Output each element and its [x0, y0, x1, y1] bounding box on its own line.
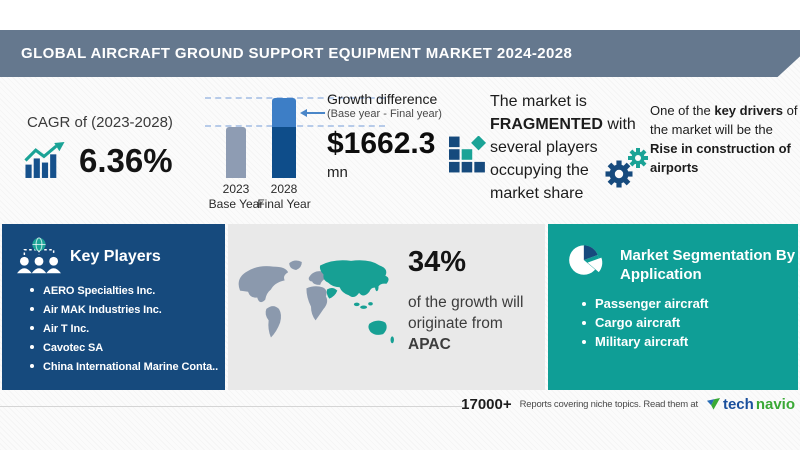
brand-text-tech: tech — [722, 396, 754, 413]
key-players-list: AERO Specialties Inc. Air MAK Industries… — [30, 282, 222, 377]
bar-label-2028: 2028 Final Year — [257, 182, 311, 211]
key-driver-text: One of the key drivers of the market wil… — [650, 103, 798, 175]
trend-up-bars-icon — [24, 142, 65, 178]
growth-value: $1662.3 — [327, 127, 436, 160]
growth-arrow-icon — [300, 109, 325, 117]
growth-subtitle: (Base year - Final year) — [327, 108, 442, 120]
key-players-title: Key Players — [70, 248, 161, 265]
apac-region: APAC — [408, 336, 451, 353]
fragmented-text: The market is FRAGMENTED with several pl… — [490, 93, 636, 202]
bar-label-2023: 2023 Base Year — [208, 182, 264, 211]
pie-chart-icon — [569, 245, 603, 275]
cagr-section: 6.36% — [24, 142, 173, 179]
footer-divider — [0, 406, 462, 407]
apac-panel: 34% of the growth will originate from AP… — [228, 224, 545, 390]
top-margin — [0, 0, 800, 30]
growth-unit: mn — [327, 164, 348, 181]
gears-icon — [605, 148, 648, 188]
footer: 17000+ Reports covering niche topics. Re… — [461, 396, 795, 413]
segmentation-title: Market Segmentation By Application — [620, 247, 796, 283]
segmentation-list: Passenger aircraft Cargo aircraft Milita… — [582, 294, 782, 351]
world-map — [238, 260, 394, 344]
network-people-icon — [17, 237, 61, 274]
page-title: GLOBAL AIRCRAFT GROUND SUPPORT EQUIPMENT… — [21, 45, 573, 62]
brand-text-navio: navio — [755, 396, 795, 413]
list-item: Passenger aircraft — [582, 294, 782, 313]
growth-difference-block: Growth difference (Base year - Final yea… — [327, 91, 459, 181]
cagr-label: CAGR of (2023-2028) — [27, 114, 173, 131]
bar-2028 — [272, 98, 296, 178]
footer-note: Reports covering niche topics. Read them… — [519, 399, 699, 410]
apac-percent: 34% — [408, 246, 467, 278]
fragmented-squares-icon — [449, 136, 487, 173]
bar-2028-growth-segment — [272, 98, 296, 127]
list-item: AERO Specialties Inc. — [30, 282, 222, 301]
list-item: Cavotec SA — [30, 339, 222, 358]
list-item: Cargo aircraft — [582, 313, 782, 332]
technavio-logo: tech navio — [706, 396, 795, 413]
list-item: Air T Inc. — [30, 320, 222, 339]
cagr-value: 6.36% — [79, 142, 173, 179]
growth-title: Growth difference — [327, 91, 438, 107]
list-item: Military aircraft — [582, 332, 782, 351]
apac-text: of the growth will originate from APAC — [408, 294, 524, 353]
list-item: Air MAK Industries Inc. — [30, 301, 222, 320]
segmentation-panel: Market Segmentation By Application Passe… — [548, 224, 798, 390]
header-banner: GLOBAL AIRCRAFT GROUND SUPPORT EQUIPMENT… — [0, 30, 800, 77]
bar-2028-base-segment — [272, 127, 296, 178]
bar-2023 — [226, 127, 246, 178]
key-players-panel: Key Players AERO Specialties Inc. Air MA… — [2, 224, 225, 390]
apac-stat: 34% of the growth will originate from AP… — [408, 246, 558, 355]
list-item: China International Marine Conta.. — [30, 358, 222, 377]
technavio-arrow-icon — [706, 397, 721, 410]
reports-count: 17000+ — [461, 396, 512, 413]
